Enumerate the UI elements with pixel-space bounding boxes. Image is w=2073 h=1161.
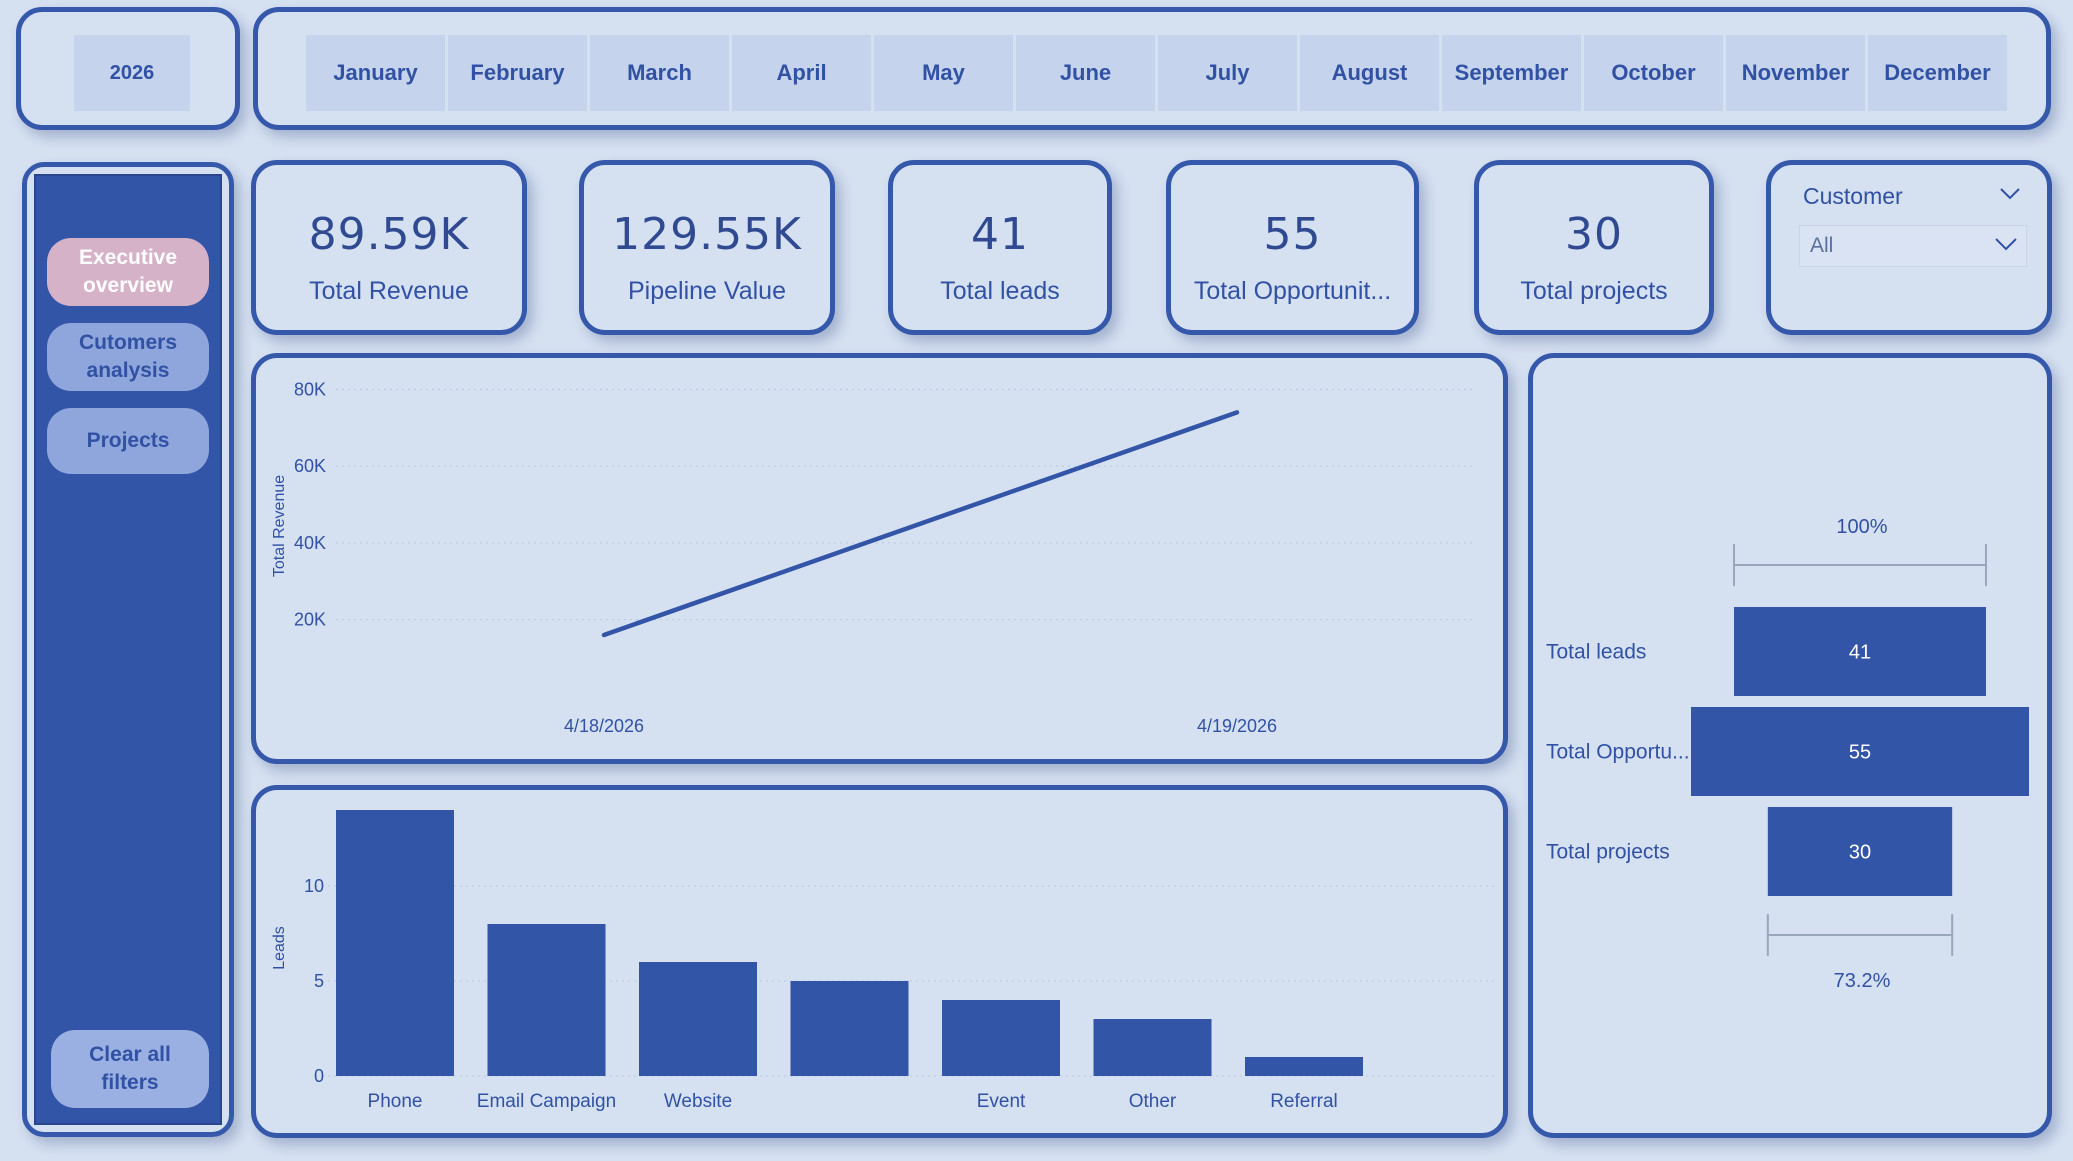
funnel-bar: [1691, 707, 2029, 796]
kpi-value: 89.59K: [308, 209, 470, 260]
chevron-down-icon: [1995, 238, 2017, 251]
x-tick-label: Referral: [1270, 1091, 1338, 1112]
y-tick-label: 10: [304, 876, 324, 896]
x-tick-label: Website: [664, 1091, 732, 1112]
navigation-panel: Executive overview Cutomers analysis Proje…: [22, 162, 234, 1137]
month-button-row: January February March April May June Ju…: [306, 35, 2007, 111]
kpi-value: 30: [1565, 209, 1623, 260]
y-tick-label: 0: [314, 1066, 324, 1086]
funnel-top-percent: 100%: [1836, 516, 1887, 538]
y-axis-title: Total Revenue: [271, 475, 288, 577]
bar: [942, 1000, 1060, 1076]
bar: [790, 981, 909, 1076]
kpi-label: Total leads: [940, 277, 1060, 305]
customer-slicer-title: Customer: [1803, 183, 1903, 209]
funnel-data-label: 41: [1849, 642, 1871, 664]
revenue-line: [601, 410, 1240, 638]
bar: [1093, 1019, 1212, 1076]
year-button-2026[interactable]: 2026: [74, 35, 190, 111]
y-tick-label: 40K: [294, 533, 326, 553]
x-tick-label: 4/19/2026: [1197, 716, 1277, 736]
year-slicer: 2026: [16, 7, 240, 130]
y-tick-label: 5: [314, 971, 324, 991]
funnel-data-label: 30: [1849, 842, 1871, 864]
funnel-data-label: 55: [1849, 742, 1871, 764]
funnel-bar: [1767, 807, 1953, 896]
month-button-february[interactable]: February: [448, 35, 587, 111]
month-button-june[interactable]: June: [1016, 35, 1155, 111]
funnel-bar: [1734, 607, 1986, 696]
customer-dropdown[interactable]: All: [1799, 225, 2027, 267]
x-tick-label: Event: [977, 1091, 1026, 1112]
kpi-value: 55: [1263, 209, 1322, 260]
kpi-value: 41: [971, 209, 1029, 260]
month-button-january[interactable]: January: [306, 35, 445, 111]
kpi-label: Total projects: [1520, 277, 1668, 305]
x-tick-label: Email Campaign: [477, 1091, 616, 1112]
kpi-card-pipeline-value: 129.55K Pipeline Value: [579, 160, 835, 335]
clear-all-filters-button[interactable]: Clear all filters: [51, 1030, 209, 1108]
bar: [639, 962, 757, 1076]
revenue-line-chart-card: 20K 40K 60K 80K Total Revenue 4/18/2026 4/19/2…: [251, 353, 1508, 764]
x-tick-label: Other: [1129, 1091, 1177, 1112]
kpi-label: Total Revenue: [309, 277, 469, 305]
navigation-background: Executive overview Cutomers analysis Proje…: [34, 174, 222, 1125]
x-tick-label: Phone: [368, 1091, 423, 1112]
nav-button-projects[interactable]: Projects: [47, 408, 209, 474]
month-button-april[interactable]: April: [732, 35, 871, 111]
funnel-chart: 100% 41 Total leads 55 Total Opportu... 30 Tot…: [1546, 516, 2029, 992]
funnel-chart-card: 100% 41 Total leads 55 Total Opportu... 30 Tot…: [1528, 353, 2052, 1138]
y-tick-label: 80K: [294, 379, 326, 399]
funnel-category-label: Total projects: [1546, 841, 1670, 864]
customer-slicer: Customer All: [1766, 160, 2052, 335]
kpi-card-total-leads: 41 Total leads: [888, 160, 1112, 335]
month-slicer: January February March April May June Ju…: [253, 7, 2051, 130]
kpi-value: 129.55K: [612, 209, 802, 260]
leads-bar-chart-card: 0 5 10 Leads Phone Email Campaign Website Event…: [251, 785, 1508, 1138]
y-axis-title: Leads: [271, 926, 288, 970]
bar: [487, 924, 606, 1076]
funnel-category-label: Total leads: [1546, 641, 1646, 664]
month-button-may[interactable]: May: [874, 35, 1013, 111]
customer-dropdown-value: All: [1810, 234, 1834, 257]
month-button-august[interactable]: August: [1300, 35, 1439, 111]
funnel-category-label: Total Opportu...: [1546, 741, 1690, 764]
nav-button-executive-overview[interactable]: Executive overview: [47, 238, 209, 306]
month-button-november[interactable]: November: [1726, 35, 1865, 111]
month-button-september[interactable]: September: [1442, 35, 1581, 111]
y-tick-label: 20K: [294, 610, 326, 630]
nav-button-customers-analysis[interactable]: Cutomers analysis: [47, 323, 209, 391]
leads-bar-chart: 0 5 10 Leads Phone Email Campaign Website Event…: [271, 810, 1496, 1112]
revenue-line-chart: 20K 40K 60K 80K Total Revenue 4/18/2026 4/19/2…: [271, 379, 1476, 736]
kpi-card-total-revenue: 89.59K Total Revenue: [251, 160, 527, 335]
month-button-december[interactable]: December: [1868, 35, 2007, 111]
funnel-bottom-percent: 73.2%: [1834, 970, 1891, 992]
funnel-bottom-bracket: [1766, 914, 1954, 956]
kpi-label: Total Opportunit...: [1193, 277, 1392, 305]
kpi-label: Pipeline Value: [628, 277, 786, 305]
x-tick-label: 4/18/2026: [564, 716, 644, 736]
y-tick-label: 60K: [294, 456, 326, 476]
kpi-card-total-opportunities: 55 Total Opportunit...: [1166, 160, 1419, 335]
month-button-march[interactable]: March: [590, 35, 729, 111]
bar: [336, 810, 454, 1076]
bar: [1245, 1057, 1363, 1076]
kpi-card-total-projects: 30 Total projects: [1474, 160, 1714, 335]
month-button-october[interactable]: October: [1584, 35, 1723, 111]
month-button-july[interactable]: July: [1158, 35, 1297, 111]
funnel-top-bracket: [1733, 544, 1987, 586]
chevron-down-icon[interactable]: [1999, 187, 2021, 201]
